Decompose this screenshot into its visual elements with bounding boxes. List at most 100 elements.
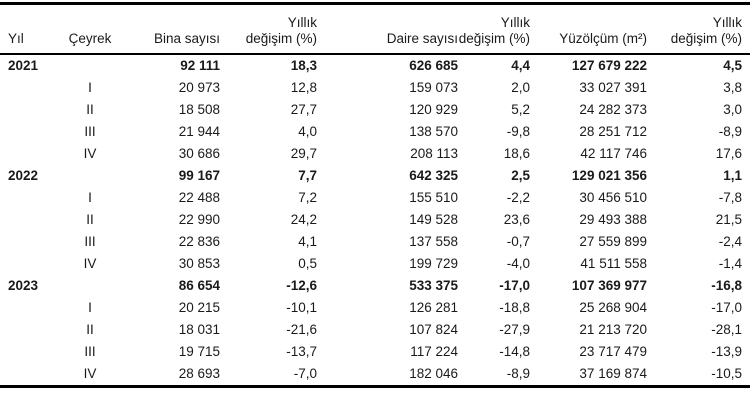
quarter-row: II 18 031 -21,6 107 824 -27,9 21 213 720 -28,1	[0, 319, 750, 341]
ceyrek-cell: I	[88, 299, 92, 315]
daire-sayisi-cell: 208 113	[410, 145, 458, 161]
daire-sayisi-cell: 120 929	[409, 101, 458, 117]
yuzolcum-cell: 30 456 510	[579, 189, 647, 205]
yil-cell	[0, 319, 60, 341]
column-header-yuzolcum-yillik-degisim: Yıllık değişim (%)	[647, 3, 750, 55]
ceyrek-cell: IV	[83, 255, 97, 271]
bina-yillik-degisim-cell: 24,2	[290, 211, 317, 227]
daire-yillik-degisim-cell: -14,8	[499, 343, 530, 359]
bina-yillik-degisim-cell: 29,7	[290, 145, 317, 161]
column-header-bina-sayisi: Bina sayısı	[120, 3, 220, 55]
column-header-yil: Yıl	[0, 3, 60, 55]
yil-cell	[0, 341, 60, 363]
quarter-row: IV 28 693 -7,0 182 046 -8,9 37 169 874 -10,5	[0, 363, 750, 387]
column-header-text: değişim (%)	[458, 30, 530, 46]
bina-sayisi-cell: 30 686	[178, 145, 220, 161]
bina-sayisi-cell: 28 693	[178, 365, 220, 381]
ceyrek-cell: II	[86, 101, 94, 117]
ceyrek-cell: III	[84, 123, 96, 139]
quarter-row: III 22 836 4,1 137 558 -0,7 27 559 899 -2,4	[0, 231, 750, 253]
quarter-row: I 20 973 12,8 159 073 2,0 33 027 391 3,8	[0, 77, 750, 99]
yuzolcum-yillik-degisim-cell: 17,6	[715, 145, 742, 161]
yuzolcum-cell: 127 679 222	[571, 57, 647, 73]
yuzolcum-yillik-degisim-cell: -7,8	[718, 189, 742, 205]
yuzolcum-cell: 33 027 391	[579, 79, 647, 95]
bina-yillik-degisim-cell: 27,7	[290, 101, 317, 117]
bina-sayisi-cell: 19 715	[178, 343, 220, 359]
daire-yillik-degisim-cell: -2,2	[506, 189, 530, 205]
yuzolcum-yillik-degisim-cell: 21,5	[715, 211, 742, 227]
column-header-yuzolcum: Yüzölçüm (m²)	[530, 3, 647, 55]
daire-sayisi-cell: 199 729	[409, 255, 458, 271]
bina-yillik-degisim-cell: -21,6	[286, 321, 317, 337]
yuzolcum-yillik-degisim-cell: -8,9	[718, 123, 742, 139]
daire-yillik-degisim-cell: -0,7	[506, 233, 530, 249]
yuzolcum-yillik-degisim-cell: 1,1	[723, 167, 742, 183]
yil-cell: 2021	[8, 57, 39, 73]
yuzolcum-cell: 42 117 746	[580, 145, 647, 161]
bina-sayisi-cell: 21 944	[178, 123, 220, 139]
daire-yillik-degisim-cell: 5,2	[511, 101, 530, 117]
quarter-row: III 19 715 -13,7 117 224 -14,8 23 717 479 -13,…	[0, 341, 750, 363]
daire-sayisi-cell: 126 281	[409, 299, 458, 315]
quarter-row: I 20 215 -10,1 126 281 -18,8 25 268 904 -17,0	[0, 297, 750, 319]
daire-yillik-degisim-cell: -27,9	[499, 321, 530, 337]
ceyrek-cell: III	[84, 343, 96, 359]
ceyrek-cell: II	[86, 211, 94, 227]
yil-cell	[0, 363, 60, 387]
yuzolcum-yillik-degisim-cell: -17,0	[711, 299, 742, 315]
yuzolcum-cell: 41 511 558	[580, 255, 647, 271]
yil-cell	[0, 143, 60, 165]
ceyrek-cell: II	[86, 321, 94, 337]
daire-yillik-degisim-cell: 2,5	[511, 167, 530, 183]
yuzolcum-cell: 25 268 904	[579, 299, 647, 315]
ceyrek-cell: I	[88, 79, 92, 95]
bina-yillik-degisim-cell: 12,8	[290, 79, 317, 95]
yuzolcum-yillik-degisim-cell: 3,0	[723, 101, 742, 117]
column-header-text: değişim (%)	[670, 30, 742, 46]
yil-cell	[0, 121, 60, 143]
ceyrek-cell	[60, 275, 120, 297]
column-header-text: Yüzölçüm (m²)	[559, 30, 647, 46]
bina-yillik-degisim-cell: -10,1	[286, 299, 317, 315]
column-header-ceyrek: Çeyrek	[60, 3, 120, 55]
daire-sayisi-cell: 533 375	[409, 277, 458, 293]
quarter-row: II 18 508 27,7 120 929 5,2 24 282 373 3,0	[0, 99, 750, 121]
yuzolcum-yillik-degisim-cell: 4,5	[723, 57, 742, 73]
ceyrek-cell	[60, 165, 120, 187]
bina-yillik-degisim-cell: 0,5	[298, 255, 317, 271]
daire-yillik-degisim-cell: -4,0	[506, 255, 530, 271]
daire-sayisi-cell: 626 685	[409, 57, 458, 73]
yuzolcum-cell: 29 493 388	[579, 211, 647, 227]
yil-cell: 2022	[8, 167, 39, 183]
quarter-row: III 21 944 4,0 138 570 -9,8 28 251 712 -8,9	[0, 121, 750, 143]
yil-cell	[0, 99, 60, 121]
quarter-row: IV 30 853 0,5 199 729 -4,0 41 511 558 -1,4	[0, 253, 750, 275]
daire-sayisi-cell: 107 824	[409, 321, 458, 337]
daire-sayisi-cell: 159 073	[409, 79, 458, 95]
bina-sayisi-cell: 22 990	[178, 211, 220, 227]
daire-yillik-degisim-cell: -17,0	[499, 277, 530, 293]
yuzolcum-cell: 23 717 479	[579, 343, 647, 359]
bina-yillik-degisim-cell: 4,0	[298, 123, 317, 139]
column-header-text: Daire sayısı	[386, 30, 458, 46]
yuzolcum-cell: 107 369 977	[571, 277, 647, 293]
year-total-row: 2022 99 167 7,7 642 325 2,5 129 021 356 1,1	[0, 165, 750, 187]
daire-sayisi-cell: 155 510	[409, 189, 458, 205]
bina-sayisi-cell: 20 973	[178, 79, 220, 95]
quarter-row: I 22 488 7,2 155 510 -2,2 30 456 510 -7,8	[0, 187, 750, 209]
column-header-text: Yıllık	[500, 14, 530, 30]
column-header-text: Yıllık	[712, 14, 742, 30]
bina-yillik-degisim-cell: -12,6	[286, 277, 317, 293]
bina-sayisi-cell: 86 654	[178, 277, 220, 293]
bina-sayisi-cell: 20 215	[178, 299, 220, 315]
year-total-row: 2021 92 111 18,3 626 685 4,4 127 679 222 4,5	[0, 54, 750, 77]
ceyrek-cell: III	[84, 233, 96, 249]
column-header-text: değişim (%)	[245, 30, 317, 46]
bina-yillik-degisim-cell: 4,1	[298, 233, 317, 249]
daire-sayisi-cell: 642 325	[409, 167, 458, 183]
ceyrek-cell	[60, 54, 120, 77]
year-total-row: 2023 86 654 -12,6 533 375 -17,0 107 369 977 -1…	[0, 275, 750, 297]
yuzolcum-cell: 21 213 720	[579, 321, 647, 337]
bina-sayisi-cell: 18 031	[178, 321, 220, 337]
